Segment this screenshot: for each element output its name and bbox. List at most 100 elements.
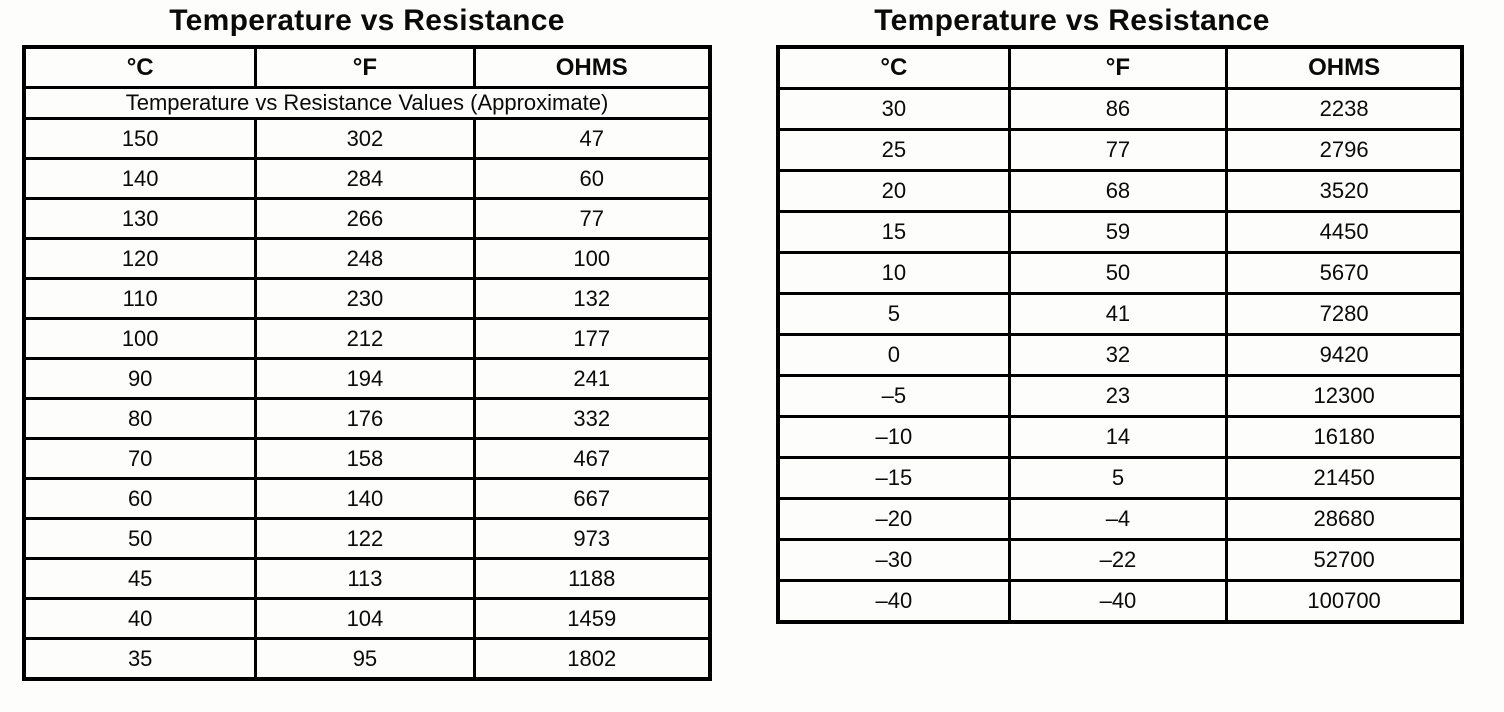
table-cell: 10	[776, 251, 1011, 295]
table-cell: 77	[1007, 128, 1229, 172]
table-row: 120 248 100	[22, 237, 712, 280]
table-row: 90 194 241	[22, 357, 712, 400]
table-cell: 15	[776, 210, 1011, 254]
table-row: 130 266 77	[22, 197, 712, 240]
header-row: °C °F OHMS	[22, 45, 712, 89]
left-table-title: Temperature vs Resistance	[169, 4, 565, 37]
table-cell: 302	[254, 117, 476, 160]
table-cell: 100	[472, 237, 712, 280]
table-cell: 14	[1007, 415, 1229, 459]
table-row: 110 230 132	[22, 277, 712, 320]
table-cell: 130	[22, 197, 258, 240]
table-cell: 52700	[1225, 538, 1464, 582]
column-header: OHMS	[472, 45, 712, 89]
table-cell: 86	[1007, 87, 1229, 131]
table-cell: 973	[472, 517, 712, 560]
table-cell: 140	[22, 157, 258, 200]
table-cell: 4450	[1225, 210, 1464, 254]
table-cell: –20	[776, 497, 1011, 541]
table-cell: 20	[776, 169, 1011, 213]
table-row: 25 77 2796	[776, 128, 1464, 172]
right-table: °C °F OHMS 30 86 2238 25 77 2796 20 68 3520 15 59 4450…	[776, 45, 1464, 624]
table-cell: 2796	[1225, 128, 1464, 172]
table-cell: 194	[254, 357, 476, 400]
table-cell: 32	[1007, 333, 1229, 377]
table-cell: 7280	[1225, 292, 1464, 336]
table-cell: 23	[1007, 374, 1229, 418]
table-cell: 25	[776, 128, 1011, 172]
table-cell: 0	[776, 333, 1011, 377]
table-row: 50 122 973	[22, 517, 712, 560]
table-cell: 1459	[472, 597, 712, 640]
table-row: 150 302 47	[22, 117, 712, 160]
table-cell: 50	[22, 517, 258, 560]
table-cell: 120	[22, 237, 258, 280]
table-cell: 70	[22, 437, 258, 480]
table-cell: 68	[1007, 169, 1229, 213]
table-cell: 100700	[1225, 579, 1464, 624]
table-cell: 266	[254, 197, 476, 240]
table-cell: 9420	[1225, 333, 1464, 377]
table-cell: 12300	[1225, 374, 1464, 418]
left-table-section: Temperature vs Resistance °C °F OHMS Temper…	[22, 4, 712, 681]
table-row: 40 104 1459	[22, 597, 712, 640]
table-cell: –40	[776, 579, 1011, 624]
table-cell: –30	[776, 538, 1011, 582]
table-cell: 35	[22, 637, 258, 681]
column-header: °C	[22, 45, 258, 89]
table-row: 80 176 332	[22, 397, 712, 440]
table-cell: 80	[22, 397, 258, 440]
table-cell: 28680	[1225, 497, 1464, 541]
right-table-section: Temperature vs Resistance °C °F OHMS 30 86 22…	[776, 4, 1464, 624]
table-row: –30 –22 52700	[776, 538, 1464, 582]
table-cell: 95	[254, 637, 476, 681]
table-cell: 40	[22, 597, 258, 640]
table-row: 45 113 1188	[22, 557, 712, 600]
table-cell: 248	[254, 237, 476, 280]
table-cell: 60	[22, 477, 258, 520]
table-cell: 16180	[1225, 415, 1464, 459]
table-cell: 132	[472, 277, 712, 320]
table-row: 35 95 1802	[22, 637, 712, 681]
table-cell: 177	[472, 317, 712, 360]
table-row: 70 158 467	[22, 437, 712, 480]
table-cell: 113	[254, 557, 476, 600]
subtitle-row: Temperature vs Resistance Values (Approx…	[22, 86, 712, 120]
table-cell: 21450	[1225, 456, 1464, 500]
table-cell: 45	[22, 557, 258, 600]
table-cell: 59	[1007, 210, 1229, 254]
table-cell: 47	[472, 117, 712, 160]
table-cell: 90	[22, 357, 258, 400]
header-row: °C °F OHMS	[776, 45, 1464, 90]
table-row: 60 140 667	[22, 477, 712, 520]
table-cell: 122	[254, 517, 476, 560]
table-cell: –10	[776, 415, 1011, 459]
table-cell: 667	[472, 477, 712, 520]
table-cell: 284	[254, 157, 476, 200]
table-cell: 158	[254, 437, 476, 480]
table-cell: 332	[472, 397, 712, 440]
column-header: °F	[1007, 45, 1229, 90]
table-cell: –4	[1007, 497, 1229, 541]
table-cell: 30	[776, 87, 1011, 131]
table-cell: 241	[472, 357, 712, 400]
left-table: °C °F OHMS Temperature vs Resistance Values…	[22, 45, 712, 681]
column-header: °F	[254, 45, 476, 89]
table-cell: 2238	[1225, 87, 1464, 131]
table-cell: 176	[254, 397, 476, 440]
table-row: –10 14 16180	[776, 415, 1464, 459]
table-cell: 50	[1007, 251, 1229, 295]
table-row: –20 –4 28680	[776, 497, 1464, 541]
table-row: 20 68 3520	[776, 169, 1464, 213]
table-cell: –22	[1007, 538, 1229, 582]
column-header: OHMS	[1225, 45, 1464, 90]
table-row: –5 23 12300	[776, 374, 1464, 418]
table-cell: 212	[254, 317, 476, 360]
table-cell: 100	[22, 317, 258, 360]
table-cell: 60	[472, 157, 712, 200]
table-row: 30 86 2238	[776, 87, 1464, 131]
table-row: 0 32 9420	[776, 333, 1464, 377]
table-row: 100 212 177	[22, 317, 712, 360]
table-cell: 110	[22, 277, 258, 320]
table-cell: 1188	[472, 557, 712, 600]
